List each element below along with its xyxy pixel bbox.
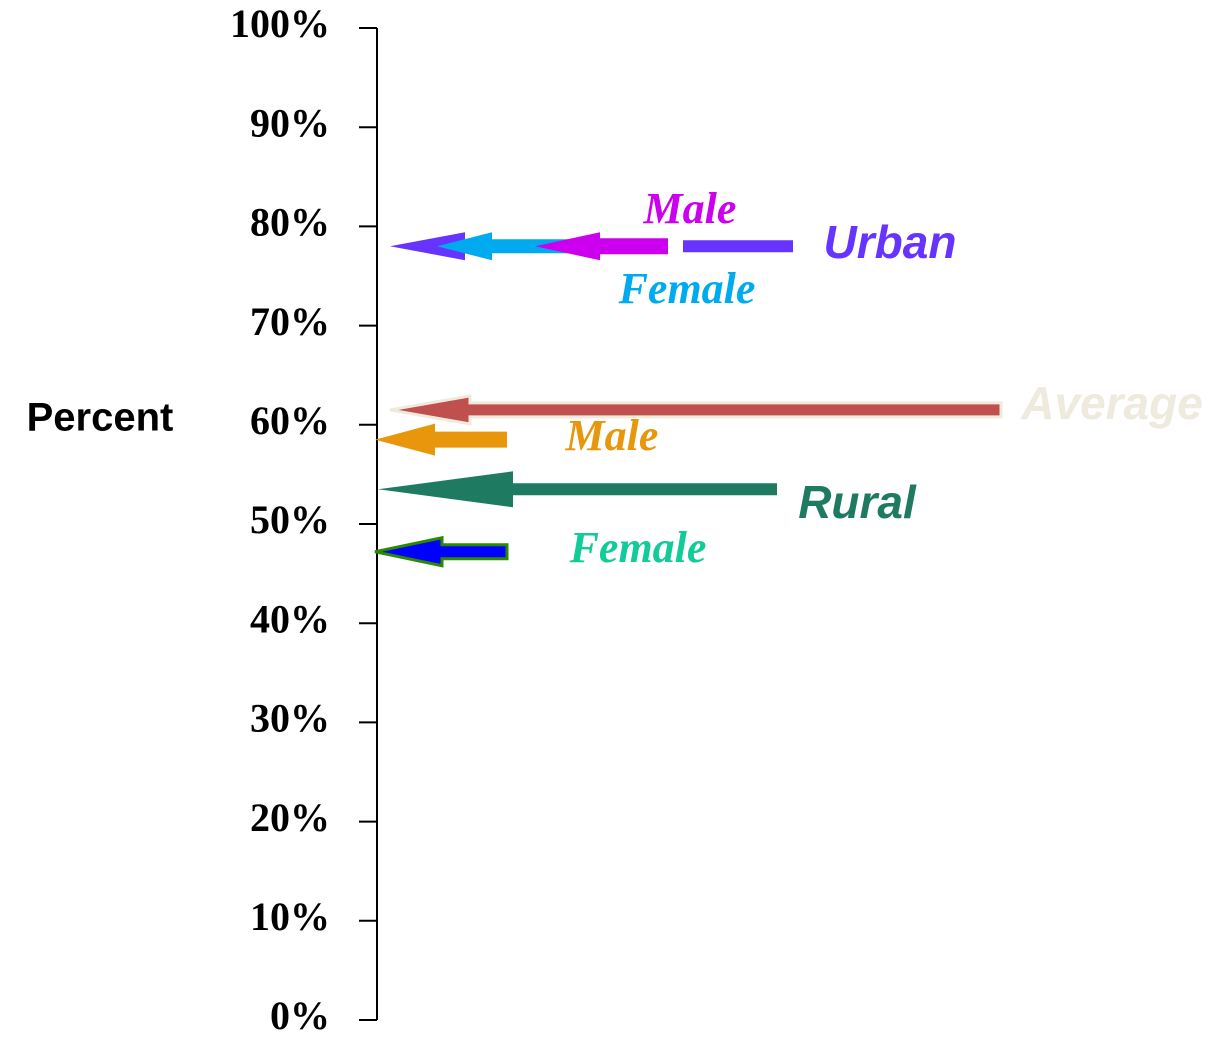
- arrow-label: Female: [569, 523, 707, 572]
- y-tick-label: 70%: [250, 299, 330, 344]
- y-tick-label: 60%: [250, 398, 330, 443]
- y-tick-label: 0%: [270, 993, 330, 1038]
- y-tick-label: 20%: [250, 795, 330, 840]
- arrow-label: Rural: [798, 476, 917, 528]
- y-axis-label: Percent: [27, 396, 174, 440]
- arrow: [375, 423, 507, 456]
- arrow-label: Female: [618, 264, 756, 313]
- y-tick-label: 80%: [250, 200, 330, 245]
- y-tick-label: 10%: [250, 894, 330, 939]
- y-tick-label: 90%: [250, 100, 330, 145]
- arrow-label: Urban: [824, 216, 957, 268]
- arrow-label: Male: [565, 411, 659, 460]
- arrow-label: Male: [643, 184, 737, 233]
- y-tick-label: 100%: [230, 1, 330, 46]
- arrow-label: Average: [1020, 377, 1203, 429]
- arrow: [389, 394, 1003, 426]
- y-tick-label: 30%: [250, 696, 330, 741]
- arrow: [378, 471, 777, 508]
- y-tick-label: 40%: [250, 596, 330, 641]
- arrow: [374, 535, 509, 568]
- y-tick-label: 50%: [250, 497, 330, 542]
- arrow: [437, 232, 600, 261]
- arrow: [535, 232, 668, 261]
